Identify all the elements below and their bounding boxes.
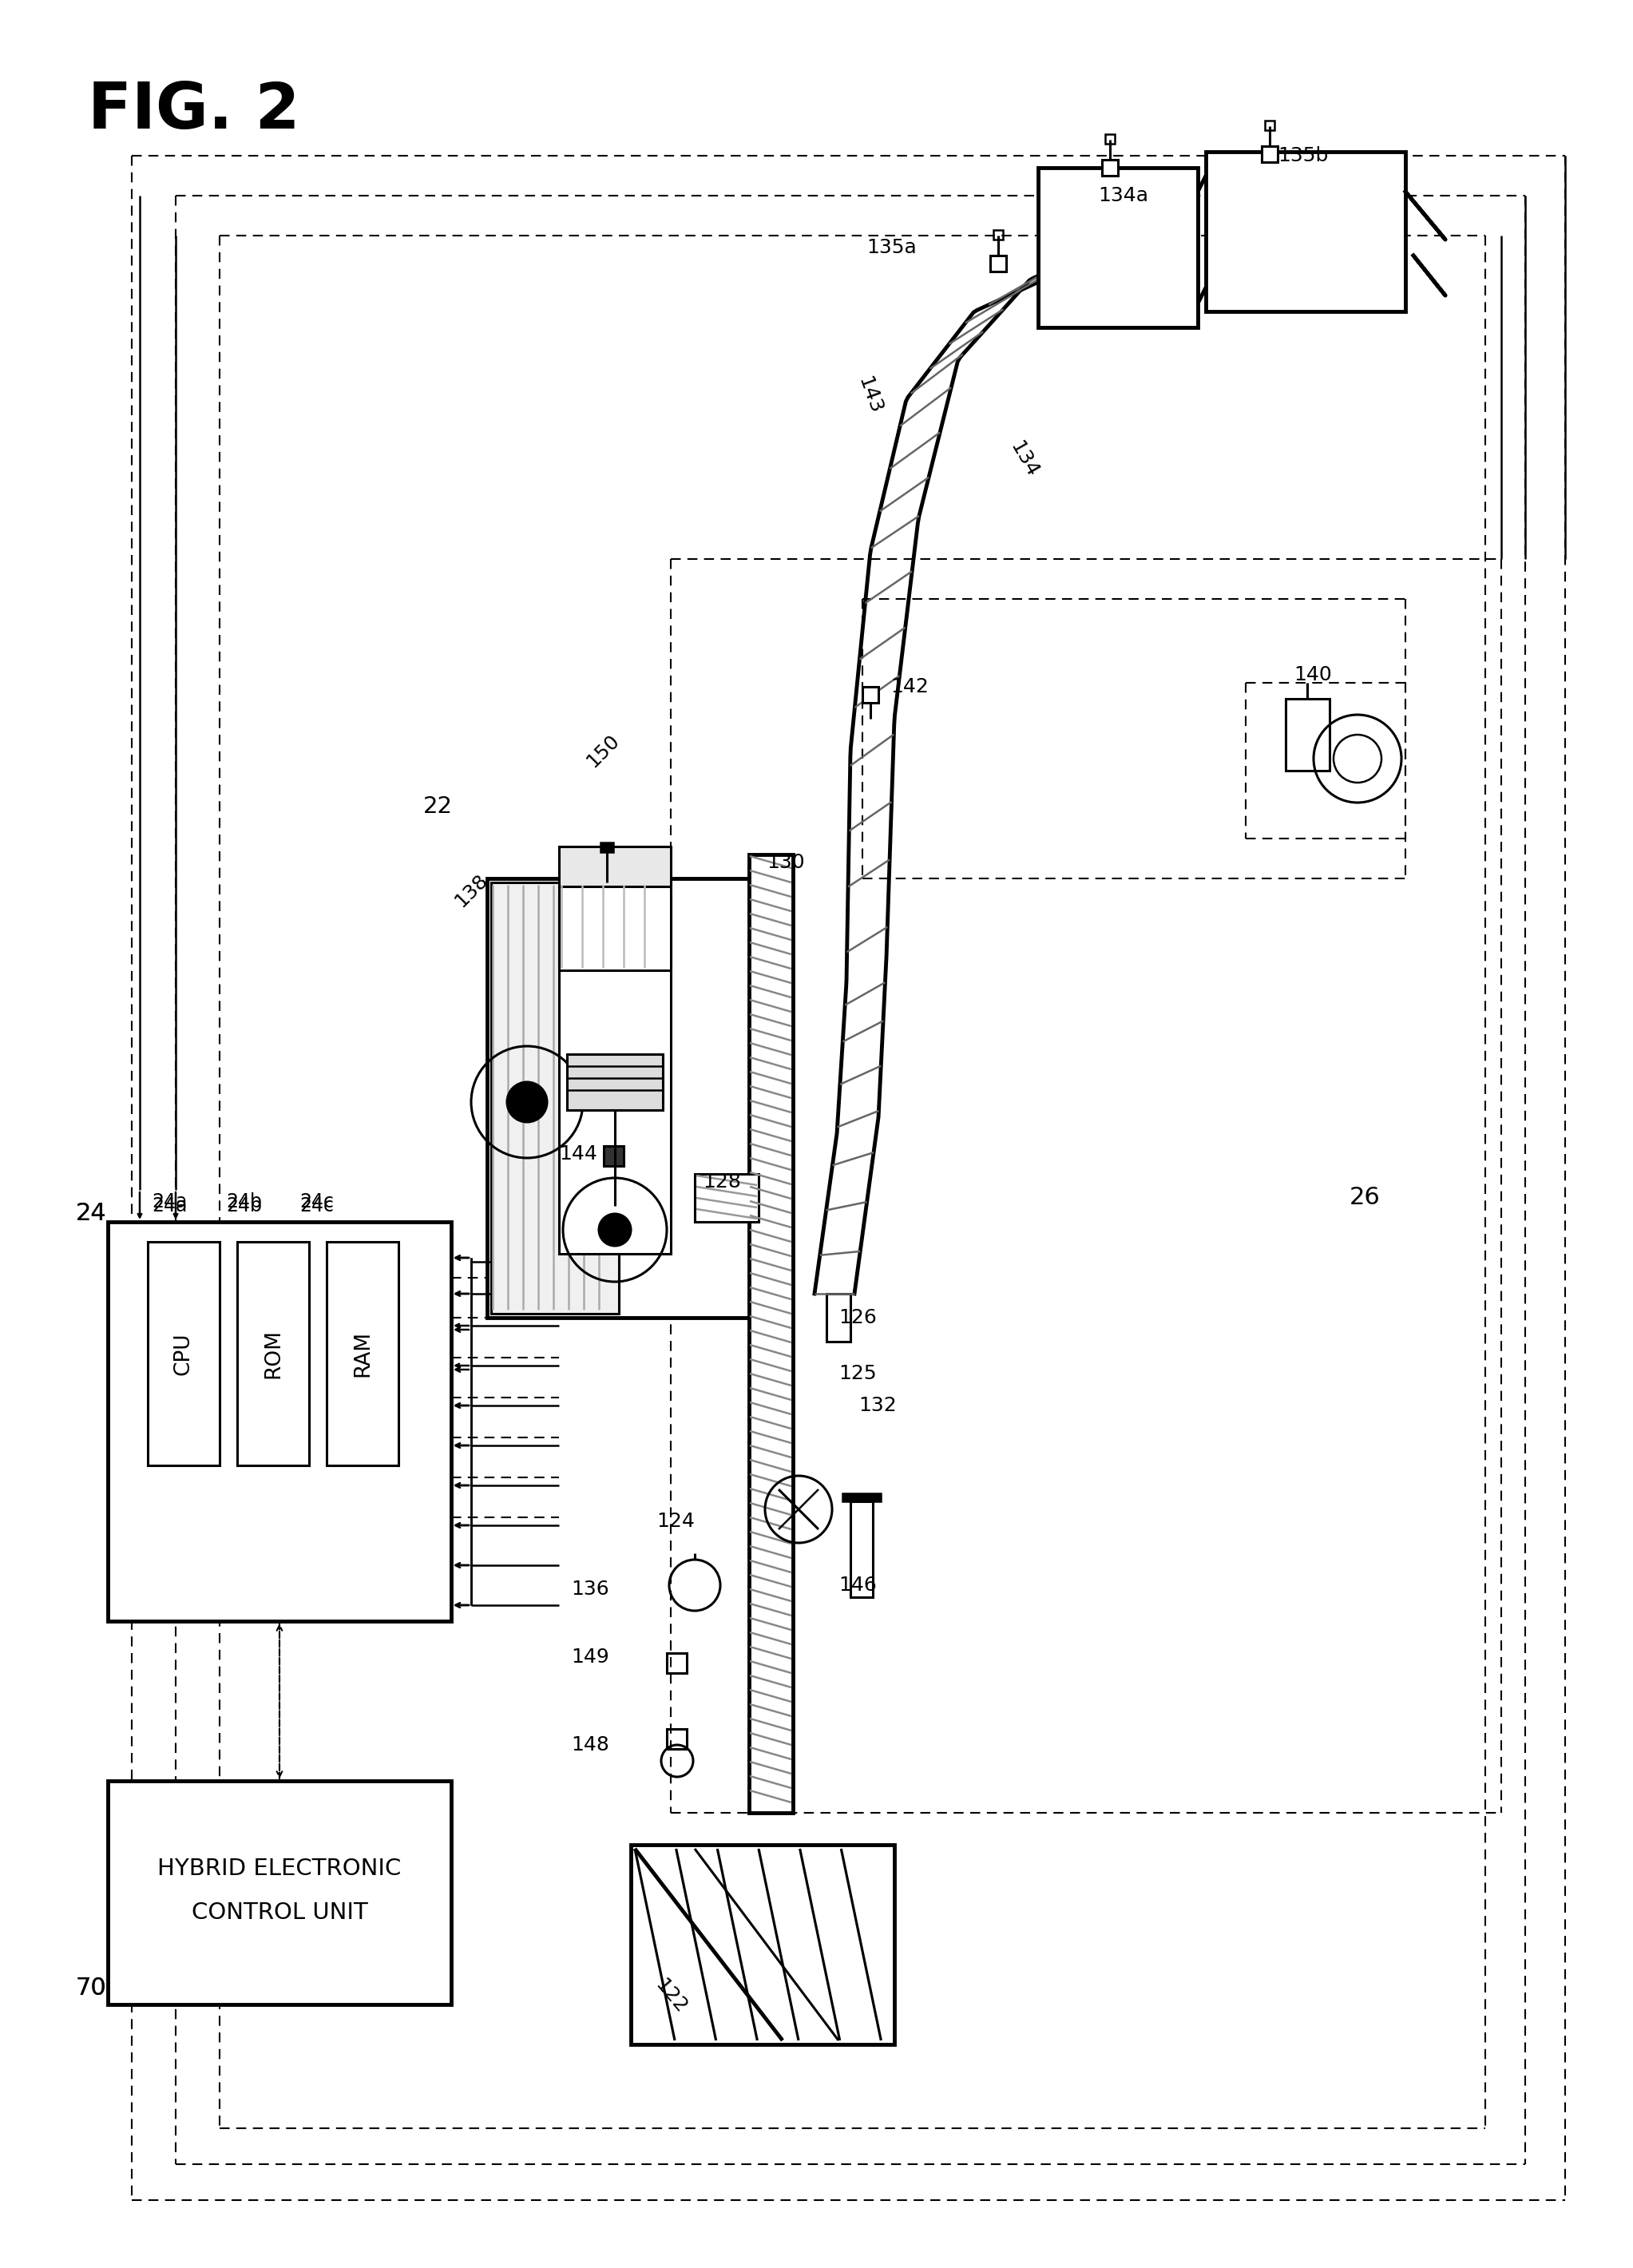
Text: 140: 140 <box>1293 665 1333 685</box>
Bar <box>108 1222 451 1622</box>
Text: RAM: RAM <box>353 1331 372 1377</box>
Bar <box>237 1243 309 1465</box>
Text: 130: 130 <box>766 853 805 873</box>
Text: 124: 124 <box>656 1513 694 1531</box>
Text: 24c: 24c <box>299 1193 333 1211</box>
Bar <box>487 878 790 1318</box>
Bar <box>492 882 619 1313</box>
Bar <box>108 1780 451 2005</box>
Bar <box>1205 152 1406 311</box>
Bar <box>1039 168 1197 327</box>
Bar <box>567 1055 663 1109</box>
Text: 148: 148 <box>572 1735 609 1755</box>
Text: 144: 144 <box>558 1145 598 1163</box>
Bar <box>558 894 671 1254</box>
Text: 24b: 24b <box>225 1193 261 1211</box>
Text: 70: 70 <box>75 1978 106 2000</box>
Text: CONTROL UNIT: CONTROL UNIT <box>191 1901 367 1923</box>
Circle shape <box>599 1213 630 1245</box>
Text: 24: 24 <box>75 1202 106 1225</box>
Bar <box>1102 159 1119 175</box>
Text: 142: 142 <box>890 678 929 696</box>
Text: 134a: 134a <box>1097 186 1148 204</box>
Text: 22: 22 <box>423 796 452 819</box>
Bar <box>990 256 1006 272</box>
Bar <box>601 841 614 853</box>
Text: 146: 146 <box>838 1576 877 1594</box>
Text: 24: 24 <box>75 1202 106 1225</box>
Text: 125: 125 <box>838 1363 877 1383</box>
Bar <box>1106 134 1115 143</box>
Bar <box>666 1728 687 1749</box>
Text: 132: 132 <box>859 1395 897 1415</box>
Text: 149: 149 <box>572 1647 609 1667</box>
Bar <box>826 1293 851 1343</box>
Text: 150: 150 <box>583 730 624 771</box>
Text: 138: 138 <box>451 871 492 912</box>
Bar <box>851 1501 872 1597</box>
Text: 70: 70 <box>75 1978 106 2000</box>
Text: 122: 122 <box>652 1975 691 2016</box>
Text: 135a: 135a <box>867 238 916 256</box>
Text: HYBRID ELECTRONIC: HYBRID ELECTRONIC <box>157 1857 402 1880</box>
Text: 128: 128 <box>702 1173 741 1191</box>
Text: 126: 126 <box>838 1309 877 1327</box>
Text: 24a: 24a <box>152 1195 188 1216</box>
Bar <box>604 1145 624 1166</box>
Text: FIG. 2: FIG. 2 <box>88 79 300 143</box>
Bar <box>1285 699 1329 771</box>
Text: ROM: ROM <box>263 1329 284 1379</box>
Text: 134: 134 <box>1006 438 1042 481</box>
Bar <box>327 1243 398 1465</box>
Bar <box>993 229 1003 240</box>
Circle shape <box>508 1082 547 1123</box>
Text: 135b: 135b <box>1277 145 1328 166</box>
Text: 136: 136 <box>572 1579 609 1599</box>
Bar <box>843 1492 880 1501</box>
Bar <box>147 1243 219 1465</box>
Text: 24b: 24b <box>225 1195 261 1216</box>
Bar <box>666 1653 687 1674</box>
Bar <box>558 882 671 971</box>
Bar <box>750 855 794 1812</box>
Bar <box>694 1175 759 1222</box>
Text: 143: 143 <box>854 374 885 417</box>
Bar <box>630 1844 895 2043</box>
Bar <box>1262 145 1277 161</box>
Text: CPU: CPU <box>173 1331 194 1374</box>
Bar <box>1266 120 1274 129</box>
Text: 26: 26 <box>1349 1186 1380 1209</box>
Text: 24c: 24c <box>299 1195 333 1216</box>
Text: 24a: 24a <box>152 1193 188 1211</box>
Bar <box>862 687 879 703</box>
Bar <box>558 846 671 887</box>
